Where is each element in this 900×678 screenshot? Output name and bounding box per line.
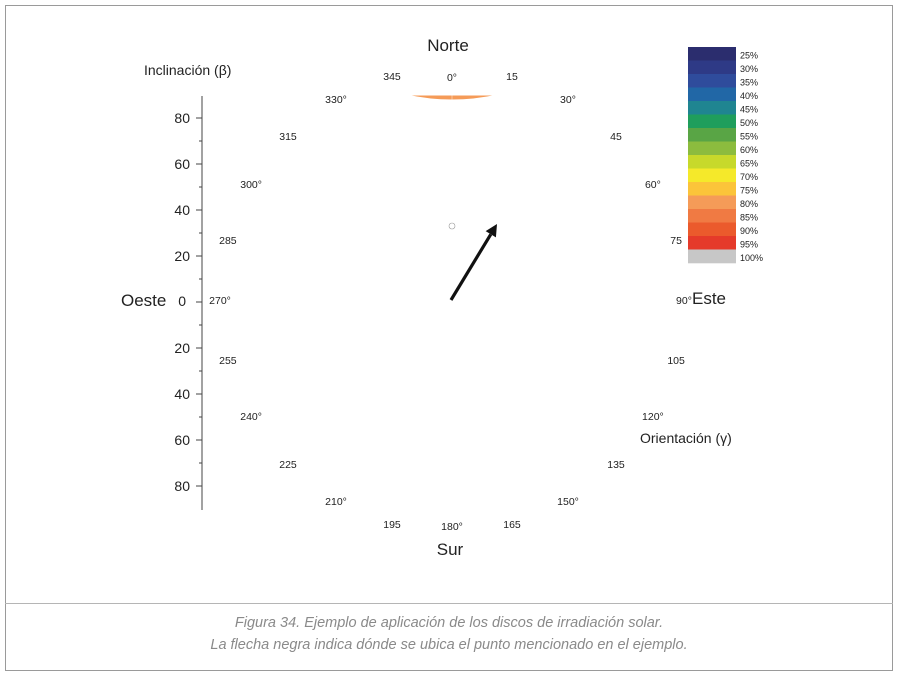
legend-swatch: [688, 236, 736, 250]
legend-swatch: [688, 155, 736, 169]
legend-swatch: [688, 168, 736, 183]
legend-swatch: [688, 101, 736, 115]
orientation-label: 90°: [676, 295, 692, 307]
legend-swatch: [688, 209, 736, 223]
figure-caption: Figura 34. Ejemplo de aplicación de los …: [5, 612, 893, 656]
orientation-labels: 0° 15 30° 45 60° 75 90° 105 120° 135 150° 165 180° 19…: [209, 71, 692, 533]
legend-swatch: [688, 141, 736, 156]
caption-line-2: La flecha negra indica dónde se ubica el…: [210, 637, 688, 653]
legend-label: 55%: [740, 132, 758, 142]
contour-lines: [242, 153, 662, 507]
orientation-label: 30°: [560, 94, 576, 106]
orientation-label: 15: [506, 71, 518, 83]
legend-swatch: [688, 128, 736, 142]
legend-swatch: [688, 222, 736, 237]
legend-label: 70%: [740, 172, 758, 182]
orientation-label: 285: [219, 235, 237, 247]
orientation-label: 345: [383, 71, 401, 83]
compass-west: Oeste: [121, 291, 166, 310]
inclination-tick: 20: [174, 248, 190, 264]
orientation-label: 105: [667, 355, 685, 367]
disc-outline: [406, 94, 498, 101]
orientation-label: 195: [383, 519, 401, 531]
legend-swatch: [688, 249, 736, 264]
legend-label: 100%: [740, 253, 763, 263]
orientation-label: 75: [670, 235, 682, 247]
orientation-label: 225: [279, 459, 297, 471]
caption-separator: [5, 603, 893, 604]
orientation-label: 255: [219, 355, 237, 367]
orientation-label: 120°: [642, 411, 664, 423]
orientation-label: 210°: [325, 496, 347, 508]
legend-label: 90%: [740, 226, 758, 236]
legend-label: 75%: [740, 186, 758, 196]
inclination-tick: 40: [174, 386, 190, 402]
legend-swatch: [688, 195, 736, 210]
compass-east: Este: [692, 289, 726, 308]
legend-swatch: [688, 47, 736, 61]
legend-swatch: [688, 87, 736, 102]
inclination-axis-label: Inclinación (β): [144, 62, 231, 78]
legend-label: 35%: [740, 78, 758, 88]
legend-label: 45%: [740, 105, 758, 115]
example-arrow: [449, 233, 493, 301]
figure-frame: [5, 5, 893, 671]
orientation-label: 315: [279, 131, 297, 143]
irradiation-disc-chart: 0° 15 30° 45 60° 75 90° 105 120° 135 150° 165 180° 19…: [121, 36, 763, 559]
legend: 25% 30% 35% 40% 45% 50% 55% 60% 65% 70% 75% 80% 85% 9…: [688, 47, 763, 264]
inclination-tick: 60: [174, 432, 190, 448]
legend-label: 25%: [740, 51, 758, 61]
irradiation-bands: [406, 95, 498, 100]
orientation-label: 180°: [441, 521, 463, 533]
legend-label: 65%: [740, 159, 758, 169]
inclination-axis: [196, 96, 203, 510]
legend-swatch: [688, 74, 736, 88]
legend-label: 50%: [740, 118, 758, 128]
inclination-tick: 20: [174, 340, 190, 356]
legend-swatch: [688, 114, 736, 129]
legend-label: 95%: [740, 240, 758, 250]
orientation-label: 0°: [447, 72, 457, 84]
example-arrow-head: [485, 224, 497, 238]
legend-label: 85%: [740, 213, 758, 223]
legend-swatch: [688, 60, 736, 75]
orientation-label: 330°: [325, 94, 347, 106]
orientation-label: 135: [607, 459, 625, 471]
legend-label: 30%: [740, 64, 758, 74]
maximum-marker: [448, 222, 456, 230]
legend-label: 80%: [740, 199, 758, 209]
legend-label: 40%: [740, 91, 758, 101]
legend-label: 60%: [740, 145, 758, 155]
inclination-tick: 40: [174, 202, 190, 218]
orientation-label: 270°: [209, 295, 231, 307]
inclination-tick-zero: 0: [178, 293, 186, 309]
orientation-label: 240°: [240, 411, 262, 423]
compass-south: Sur: [437, 540, 464, 559]
orientation-axis-label: Orientación (γ): [640, 430, 732, 446]
orientation-label: 60°: [645, 179, 661, 191]
inclination-tick-labels: 80 60 40 20 20 40 60 80: [174, 110, 190, 494]
orientation-label: 165: [503, 519, 521, 531]
compass-north: Norte: [427, 36, 469, 55]
caption-line-1: Figura 34. Ejemplo de aplicación de los …: [234, 615, 664, 631]
orientation-label: 45: [610, 131, 622, 143]
orientation-label: 150°: [557, 496, 579, 508]
legend-swatch: [688, 182, 736, 196]
inclination-tick: 80: [174, 110, 190, 126]
inclination-tick: 60: [174, 156, 190, 172]
inclination-tick: 80: [174, 478, 190, 494]
orientation-label: 300°: [240, 179, 262, 191]
